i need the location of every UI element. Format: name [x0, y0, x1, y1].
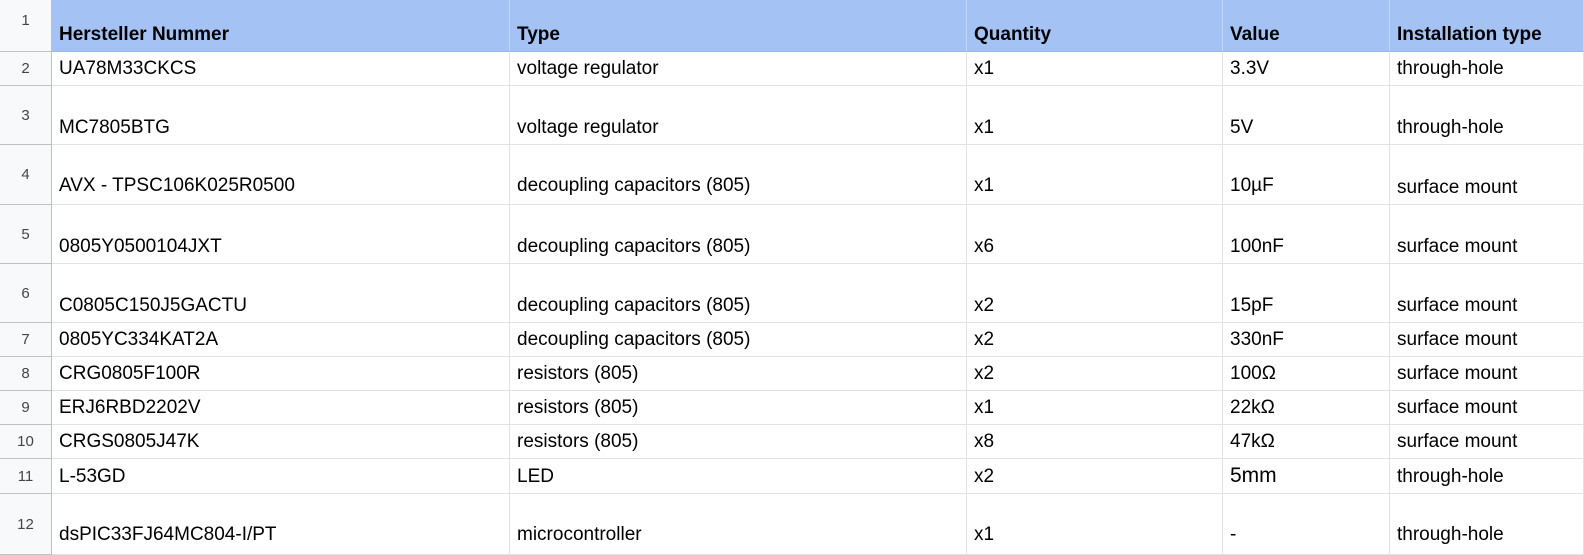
- cell-installation-type[interactable]: surface mount: [1390, 357, 1584, 391]
- cell-value[interactable]: 3.3V: [1223, 52, 1390, 86]
- table-row: 11 L-53GD LED x2 5mm through-hole: [0, 459, 1584, 494]
- row-header-10[interactable]: 10: [0, 425, 52, 459]
- cell-part-number[interactable]: 0805Y0500104JXT: [52, 205, 510, 264]
- table-row: 9 ERJ6RBD2202V resistors (805) x1 22kΩ s…: [0, 391, 1584, 425]
- cell-type[interactable]: decoupling capacitors (805): [510, 323, 967, 357]
- row-header-9[interactable]: 9: [0, 391, 52, 425]
- table-row: 4 AVX - TPSC106K025R0500 decoupling capa…: [0, 145, 1584, 205]
- cell-quantity[interactable]: x1: [967, 391, 1223, 425]
- cell-quantity[interactable]: x2: [967, 264, 1223, 323]
- cell-installation-type[interactable]: surface mount: [1390, 145, 1584, 205]
- row-header-6[interactable]: 6: [0, 264, 52, 323]
- cell-installation-type[interactable]: through-hole: [1390, 52, 1584, 86]
- table-row: 12 dsPIC33FJ64MC804-I/PT microcontroller…: [0, 494, 1584, 555]
- cell-type[interactable]: decoupling capacitors (805): [510, 205, 967, 264]
- cell-installation-type[interactable]: surface mount: [1390, 323, 1584, 357]
- row-header-11[interactable]: 11: [0, 459, 52, 494]
- cell-value[interactable]: 5V: [1223, 86, 1390, 145]
- cell-value[interactable]: 100Ω: [1223, 357, 1390, 391]
- cell-part-number[interactable]: ERJ6RBD2202V: [52, 391, 510, 425]
- cell-value[interactable]: 22kΩ: [1223, 391, 1390, 425]
- cell-quantity[interactable]: x6: [967, 205, 1223, 264]
- cell-quantity[interactable]: x2: [967, 459, 1223, 494]
- cell-installation-type[interactable]: through-hole: [1390, 459, 1584, 494]
- table-row: 5 0805Y0500104JXT decoupling capacitors …: [0, 205, 1584, 264]
- table-row: 2 UA78M33CKCS voltage regulator x1 3.3V …: [0, 52, 1584, 86]
- cell-part-number[interactable]: CRG0805F100R: [52, 357, 510, 391]
- cell-quantity[interactable]: x2: [967, 357, 1223, 391]
- row-header-4[interactable]: 4: [0, 145, 52, 205]
- cell-quantity[interactable]: x2: [967, 323, 1223, 357]
- cell-quantity[interactable]: x1: [967, 52, 1223, 86]
- cell-type[interactable]: resistors (805): [510, 425, 967, 459]
- row-header-12[interactable]: 12: [0, 494, 52, 555]
- cell-quantity[interactable]: x8: [967, 425, 1223, 459]
- column-header-installation-type[interactable]: Installation type: [1390, 0, 1584, 52]
- column-header-hersteller-nummer[interactable]: Hersteller Nummer: [52, 0, 510, 52]
- column-header-value[interactable]: Value: [1223, 0, 1390, 52]
- cell-part-number[interactable]: 0805YC334KAT2A: [52, 323, 510, 357]
- table-row: 10 CRGS0805J47K resistors (805) x8 47kΩ …: [0, 425, 1584, 459]
- cell-type[interactable]: voltage regulator: [510, 52, 967, 86]
- cell-value[interactable]: 15pF: [1223, 264, 1390, 323]
- cell-type[interactable]: LED: [510, 459, 967, 494]
- cell-quantity[interactable]: x1: [967, 494, 1223, 555]
- cell-installation-type[interactable]: surface mount: [1390, 391, 1584, 425]
- cell-part-number[interactable]: UA78M33CKCS: [52, 52, 510, 86]
- table-row: 7 0805YC334KAT2A decoupling capacitors (…: [0, 323, 1584, 357]
- cell-part-number[interactable]: C0805C150J5GACTU: [52, 264, 510, 323]
- cell-quantity[interactable]: x1: [967, 86, 1223, 145]
- cell-type[interactable]: microcontroller: [510, 494, 967, 555]
- row-header-7[interactable]: 7: [0, 323, 52, 357]
- header-row: 1 Hersteller Nummer Type Quantity Value …: [0, 0, 1584, 52]
- cell-value[interactable]: 5mm: [1223, 459, 1390, 494]
- cell-type[interactable]: resistors (805): [510, 391, 967, 425]
- row-header-2[interactable]: 2: [0, 52, 52, 86]
- column-header-quantity[interactable]: Quantity: [967, 0, 1223, 52]
- cell-type[interactable]: decoupling capacitors (805): [510, 264, 967, 323]
- cell-part-number[interactable]: MC7805BTG: [52, 86, 510, 145]
- row-header-5[interactable]: 5: [0, 205, 52, 264]
- cell-value[interactable]: 47kΩ: [1223, 425, 1390, 459]
- cell-part-number[interactable]: CRGS0805J47K: [52, 425, 510, 459]
- cell-value[interactable]: 10µF: [1223, 145, 1390, 205]
- cell-type[interactable]: resistors (805): [510, 357, 967, 391]
- cell-type[interactable]: decoupling capacitors (805): [510, 145, 967, 205]
- cell-installation-type[interactable]: surface mount: [1390, 205, 1584, 264]
- cell-type[interactable]: voltage regulator: [510, 86, 967, 145]
- table-row: 3 MC7805BTG voltage regulator x1 5V thro…: [0, 86, 1584, 145]
- cell-quantity[interactable]: x1: [967, 145, 1223, 205]
- row-header-3[interactable]: 3: [0, 86, 52, 145]
- cell-value[interactable]: 330nF: [1223, 323, 1390, 357]
- cell-part-number[interactable]: dsPIC33FJ64MC804-I/PT: [52, 494, 510, 555]
- row-header-8[interactable]: 8: [0, 357, 52, 391]
- table-row: 6 C0805C150J5GACTU decoupling capacitors…: [0, 264, 1584, 323]
- cell-installation-type[interactable]: through-hole: [1390, 494, 1584, 555]
- cell-value[interactable]: 100nF: [1223, 205, 1390, 264]
- cell-part-number[interactable]: AVX - TPSC106K025R0500: [52, 145, 510, 205]
- column-header-type[interactable]: Type: [510, 0, 967, 52]
- cell-installation-type[interactable]: through-hole: [1390, 86, 1584, 145]
- cell-value[interactable]: -: [1223, 494, 1390, 555]
- table-row: 8 CRG0805F100R resistors (805) x2 100Ω s…: [0, 357, 1584, 391]
- row-header-1[interactable]: 1: [0, 0, 52, 52]
- cell-installation-type[interactable]: surface mount: [1390, 264, 1584, 323]
- cell-installation-type[interactable]: surface mount: [1390, 425, 1584, 459]
- cell-part-number[interactable]: L-53GD: [52, 459, 510, 494]
